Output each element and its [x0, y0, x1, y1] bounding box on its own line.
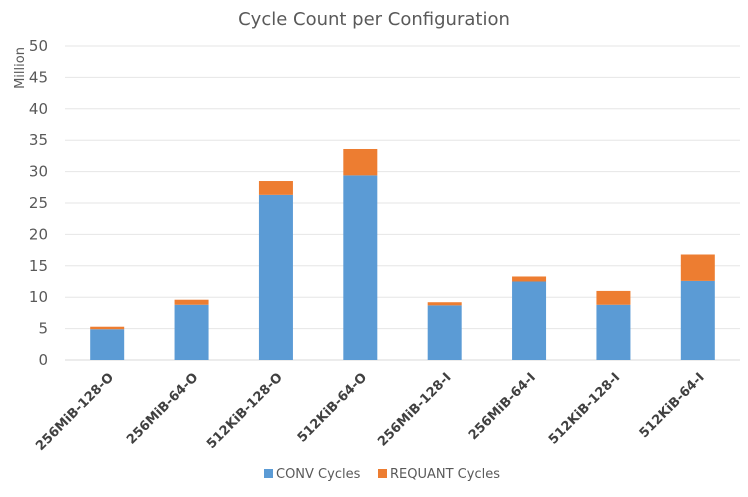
x-tick-label: 512KiB-64-I: [637, 370, 708, 441]
bar-requant-256MiB-128-I: [427, 302, 462, 306]
x-tick-label: 512KiB-128-I: [546, 370, 623, 447]
x-axis-ticks: 256MiB-128-O 256MiB-64-O 512KiB-128-O 512Ki…: [33, 370, 707, 454]
y-tick-label: 15: [29, 257, 48, 275]
x-tick-label: 512KiB-64-O: [295, 370, 370, 445]
y-tick-label: 30: [29, 163, 48, 181]
bar-requant-512KiB-64-I: [680, 254, 715, 281]
x-tick-label: 256MiB-64-I: [466, 370, 539, 443]
y-tick-label: 20: [29, 225, 48, 243]
bar-requant-512KiB-128-O: [258, 181, 293, 195]
bar-conv-512KiB-64-O: [343, 175, 378, 360]
bar-requant-256MiB-128-O: [90, 326, 125, 330]
y-tick-label: 35: [29, 131, 48, 149]
bar-conv-256MiB-128-I: [427, 305, 462, 360]
x-tick-label: 256MiB-128-I: [375, 370, 454, 449]
chart-title: Cycle Count per Configuration: [238, 9, 510, 30]
y-tick-label: 40: [29, 100, 48, 118]
bars: [90, 148, 715, 360]
y-tick-label: 50: [29, 37, 48, 55]
y-tick-label: 45: [29, 68, 48, 86]
bar-requant-512KiB-64-O: [343, 148, 378, 176]
x-tick-label: 256MiB-64-O: [124, 370, 201, 447]
bar-conv-256MiB-64-O: [174, 304, 209, 360]
y-tick-label: 5: [38, 320, 48, 338]
y-axis-ticks: 0 5 10 15 20 25 30 35 40 45 50: [29, 37, 48, 369]
bar-requant-256MiB-64-I: [512, 276, 547, 282]
bar-conv-256MiB-128-O: [90, 329, 125, 360]
legend-swatch-conv: [264, 469, 273, 478]
legend: CONV Cycles REQUANT Cycles: [264, 467, 500, 482]
x-tick-label: 512KiB-128-O: [204, 370, 286, 452]
gridlines: [65, 45, 740, 361]
bar-requant-256MiB-64-O: [174, 299, 209, 305]
x-tick-label: 256MiB-128-O: [33, 370, 117, 454]
y-tick-label: 10: [29, 288, 48, 306]
y-tick-label: 25: [29, 194, 48, 212]
bar-requant-512KiB-128-I: [596, 290, 631, 305]
y-axis-label: Million: [13, 47, 28, 89]
bar-conv-256MiB-64-I: [512, 281, 547, 360]
legend-label-requant: REQUANT Cycles: [390, 467, 500, 482]
bar-conv-512KiB-64-I: [680, 280, 715, 360]
bar-conv-512KiB-128-I: [596, 304, 631, 360]
y-tick-label: 0: [38, 351, 48, 369]
legend-swatch-requant: [378, 469, 387, 478]
bar-conv-512KiB-128-O: [258, 194, 293, 360]
legend-label-conv: CONV Cycles: [276, 467, 361, 482]
